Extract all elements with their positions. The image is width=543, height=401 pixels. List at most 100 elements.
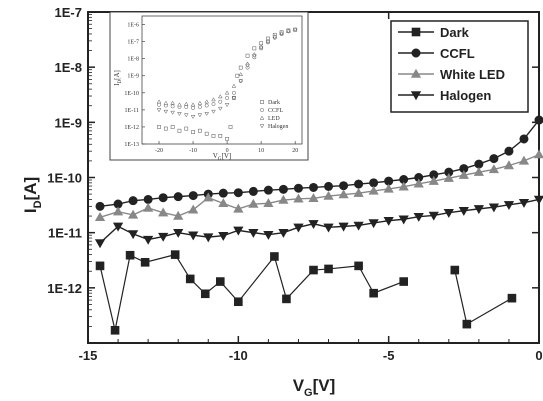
inset-point-ccfl: [204, 103, 209, 108]
inset-x-tick-label: -20: [155, 148, 163, 154]
main-point-white-led: [173, 210, 184, 220]
inset-point-led: [177, 102, 182, 107]
inset-series-halogen: [156, 28, 298, 119]
main-point-halogen: [518, 198, 530, 208]
main-line-dark: [99, 254, 176, 331]
main-axis-ticks: -15 -10 -5 0 1E-12 1E-11 1E-10 1E-9 1E-8 1E-7: [47, 5, 542, 363]
main-x-tick-label: 0: [535, 348, 542, 363]
main-y-axis-label-main: I: [21, 208, 40, 213]
main-point-ccfl: [158, 193, 168, 203]
inset-x-tick-label: -10: [189, 148, 197, 154]
inset-point-dark: [235, 73, 240, 78]
main-point-white-led: [203, 192, 214, 202]
main-x-axis-label-subscript: G: [304, 387, 313, 399]
main-point-ccfl: [489, 154, 499, 164]
main-point-white-led: [353, 187, 364, 197]
main-point-dark: [200, 289, 210, 299]
main-legend-marker: [411, 27, 421, 37]
inset-point-dark: [191, 130, 195, 134]
inset-point-halogen: [224, 103, 230, 108]
inset-point-halogen: [197, 113, 203, 118]
main-point-halogen: [188, 231, 199, 241]
main-point-halogen: [173, 228, 184, 238]
main-point-white-led: [428, 175, 439, 185]
main-point-white-led: [293, 193, 304, 203]
inset-point-dark: [259, 41, 263, 46]
main-point-dark: [170, 250, 180, 259]
main-point-halogen: [338, 222, 349, 232]
main-point-white-led: [308, 193, 319, 202]
inset-point-halogen: [265, 39, 271, 44]
inset-legend-marker: [259, 115, 265, 120]
main-point-halogen: [473, 205, 484, 215]
inset-y-axis-label: ID[A]: [113, 70, 123, 86]
main-line-dark: [358, 265, 404, 294]
inset-point-ccfl: [225, 96, 230, 100]
main-point-dark: [185, 274, 195, 284]
main-line-dark: [313, 265, 359, 271]
main-point-halogen: [368, 219, 379, 229]
main-point-white-led: [488, 164, 500, 174]
inset-point-led: [238, 72, 243, 76]
main-point-ccfl: [504, 146, 514, 156]
main-point-dark: [354, 261, 363, 271]
main-series-dark: [95, 250, 517, 335]
inset-point-led: [197, 100, 203, 105]
main-x-axis-label-unit: [V]: [313, 376, 336, 395]
main-y-axis-label-subscript: D: [32, 200, 44, 208]
main-point-white-led: [368, 185, 379, 195]
main-point-halogen: [503, 201, 515, 211]
main-legend-box: [390, 20, 529, 113]
main-point-ccfl: [128, 196, 138, 206]
main-point-halogen: [143, 235, 154, 245]
main-point-halogen: [158, 232, 169, 242]
main-legend: Dark CCFL White LED Halogen: [390, 20, 529, 113]
main-point-halogen: [293, 223, 304, 233]
main-point-white-led: [94, 212, 106, 221]
inset-point-dark: [170, 125, 175, 129]
inset-point-halogen: [292, 28, 298, 33]
main-point-white-led: [443, 173, 454, 182]
inset-legend-item-ccfl: CCFL: [260, 108, 283, 114]
inset-point-led: [211, 97, 216, 102]
main-point-dark: [507, 293, 517, 303]
main-point-ccfl: [293, 183, 303, 193]
inset-legend-item-dark: Dark: [260, 100, 280, 106]
main-series-ccfl: [95, 115, 543, 211]
inset-y-tick-label: 1E-10: [124, 91, 139, 97]
main-legend-label: Dark: [440, 25, 470, 40]
inset-point-dark: [163, 126, 168, 131]
inset-point-halogen: [258, 45, 264, 50]
inset-point-ccfl: [197, 104, 202, 109]
main-point-halogen: [248, 228, 259, 238]
main-point-dark: [234, 297, 243, 307]
main-point-ccfl: [354, 179, 364, 189]
main-point-dark: [450, 265, 460, 275]
inset-point-ccfl: [170, 104, 175, 109]
inset-point-dark: [252, 46, 257, 51]
main-point-dark: [309, 265, 318, 275]
inset-point-ccfl: [157, 102, 161, 107]
inset-point-halogen: [272, 35, 278, 40]
main-point-white-led: [233, 203, 244, 213]
main-series-halogen: [94, 195, 543, 249]
main-point-halogen: [428, 211, 439, 221]
main-point-white-led: [278, 194, 289, 204]
main-legend-item-white-led: White LED: [398, 67, 505, 82]
main-point-halogen: [233, 226, 244, 236]
inset-x-tick-label: 0: [226, 148, 229, 154]
inset-point-halogen: [286, 29, 291, 34]
inset-y-axis-label-main: I: [113, 83, 121, 86]
svg-text:ID[A]: ID[A]: [113, 70, 123, 86]
main-point-halogen: [323, 223, 334, 233]
inset-legend-label: Halogen: [268, 124, 288, 130]
main-point-white-led: [112, 206, 124, 216]
inset-point-halogen: [279, 31, 284, 36]
main-point-white-led: [383, 183, 394, 193]
main-point-white-led: [413, 178, 424, 188]
main-point-ccfl: [188, 191, 198, 201]
inset-legend-item-led: LED: [259, 115, 280, 122]
inset-point-halogen: [238, 79, 243, 84]
main-point-ccfl: [143, 194, 153, 204]
